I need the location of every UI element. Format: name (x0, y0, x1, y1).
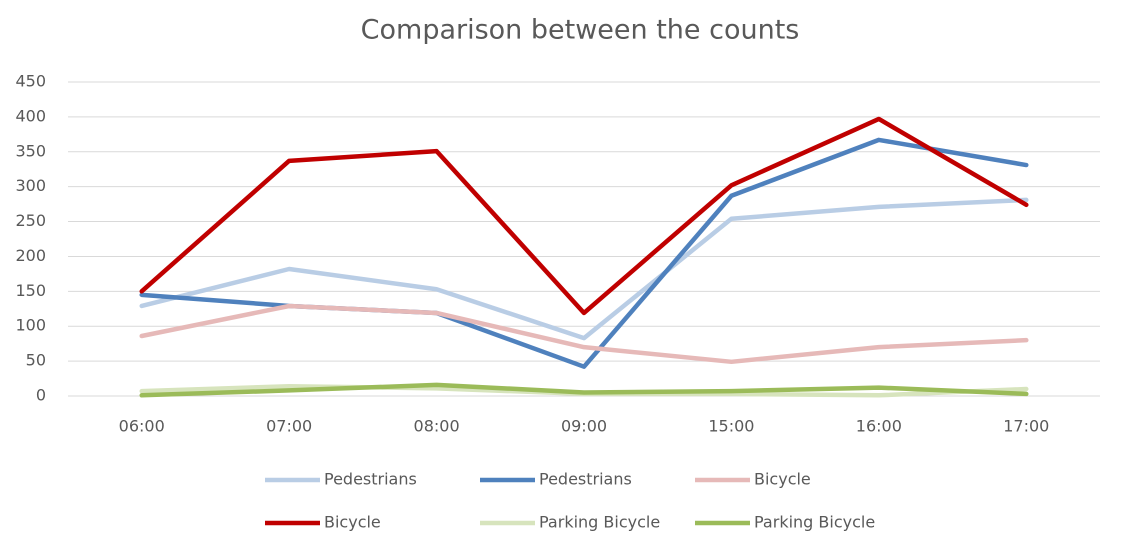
chart-title: Comparison between the counts (361, 15, 800, 46)
y-tick-label: 250 (15, 211, 46, 230)
legend-label: Pedestrians (324, 470, 417, 489)
y-tick-label: 50 (26, 351, 46, 370)
x-tick-label: 16:00 (856, 417, 902, 436)
series-line (139, 197, 1029, 341)
y-tick-label: 400 (15, 106, 46, 125)
y-tick-label: 150 (15, 281, 46, 300)
legend-label: Bicycle (754, 470, 811, 489)
legend-label: Parking Bicycle (754, 513, 875, 532)
x-tick-label: 15:00 (708, 417, 754, 436)
y-tick-label: 350 (15, 141, 46, 160)
x-tick-label: 09:00 (561, 417, 607, 436)
legend-label: Parking Bicycle (539, 513, 660, 532)
x-tick-label: 08:00 (414, 417, 460, 436)
y-tick-label: 200 (15, 246, 46, 265)
y-tick-label: 300 (15, 176, 46, 195)
y-tick-label: 100 (15, 316, 46, 335)
y-tick-label: 450 (15, 72, 46, 91)
x-tick-label: 07:00 (266, 417, 312, 436)
legend-label: Pedestrians (539, 470, 632, 489)
y-tick-label: 0 (36, 386, 46, 405)
series-line (139, 303, 1029, 365)
legend-label: Bicycle (324, 513, 381, 532)
x-tick-label: 06:00 (119, 417, 165, 436)
x-tick-label: 17:00 (1003, 417, 1049, 436)
series-line (139, 382, 1029, 398)
series-line (139, 116, 1029, 316)
